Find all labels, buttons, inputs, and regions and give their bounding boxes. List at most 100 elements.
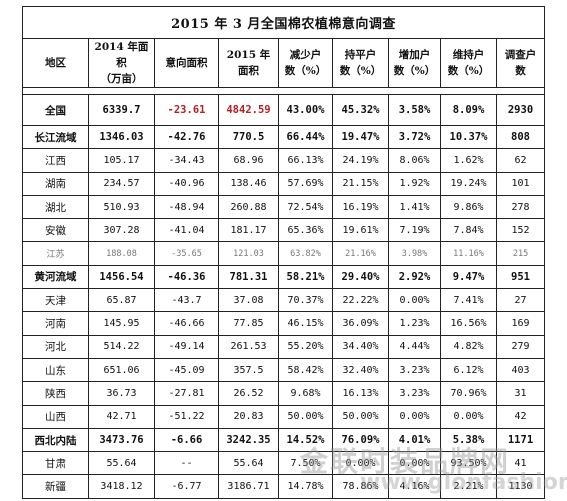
- column-header-line: 增加户: [398, 49, 431, 61]
- value-cell: -45.09: [154, 357, 219, 383]
- value-cell: 11.16%: [440, 241, 497, 266]
- column-header: 2014 年面积 （万亩）: [88, 38, 155, 88]
- value-cell: 1346.03: [88, 124, 155, 150]
- region-cell: 西北内陆: [22, 427, 89, 453]
- value-cell: -35.65: [154, 241, 219, 266]
- value-cell: -23.61: [154, 94, 219, 126]
- value-cell: 20.83: [218, 404, 279, 429]
- value-cell: 5.38%: [440, 427, 497, 453]
- value-cell: 1171: [495, 427, 546, 453]
- value-cell: -34.43: [154, 148, 219, 173]
- value-cell: 6.12%: [440, 357, 497, 383]
- value-cell: 145.95: [88, 311, 155, 336]
- value-cell: 70.37%: [278, 288, 333, 313]
- region-cell: 天津: [22, 288, 89, 313]
- table-row: 陕西 36.73 -27.81 26.52 9.68% 16.13% 3.23% 70.96%…: [22, 381, 546, 406]
- column-header-line: 2015 年: [226, 49, 271, 61]
- value-cell: 65.87: [88, 288, 155, 313]
- region-cell: 江苏: [22, 241, 89, 266]
- value-cell: 16.13%: [332, 381, 389, 406]
- value-cell: 68.96: [218, 148, 279, 173]
- value-cell: -42.76: [154, 124, 219, 150]
- value-cell: 152: [495, 218, 546, 243]
- value-cell: 6339.7: [88, 94, 155, 126]
- column-header-line: 面积: [238, 65, 259, 77]
- column-header-line: 数（%）: [284, 65, 327, 77]
- value-cell: 9.47%: [440, 264, 497, 290]
- column-header-line: 调查户: [504, 49, 537, 61]
- value-cell: 4842.59: [218, 94, 279, 126]
- value-cell: 14.78%: [278, 474, 333, 499]
- column-header-line: 2014 年面积: [94, 41, 149, 69]
- value-cell: 37.08: [218, 288, 279, 313]
- table-row: 天津 65.87 -43.7 37.08 70.37% 22.22% 0.00% 7.41% 2…: [22, 288, 546, 313]
- value-cell: 42.71: [88, 404, 155, 429]
- value-cell: -27.81: [154, 381, 219, 406]
- value-cell: 70.96%: [440, 381, 497, 406]
- value-cell: 3.58%: [388, 94, 441, 126]
- value-cell: 10.37%: [440, 124, 497, 150]
- value-cell: 357.5: [218, 357, 279, 383]
- value-cell: 1456.54: [88, 264, 155, 290]
- value-cell: 3418.12: [88, 474, 155, 499]
- value-cell: 3.23%: [388, 381, 441, 406]
- value-cell: 0.00%: [388, 288, 441, 313]
- value-cell: 215: [495, 241, 546, 266]
- value-cell: 26.52: [218, 381, 279, 406]
- column-header-line: 意向面积: [165, 57, 208, 69]
- value-cell: 307.28: [88, 218, 155, 243]
- value-cell: 1130: [495, 474, 546, 499]
- value-cell: 58.42%: [278, 357, 333, 383]
- cotton-intention-survey-table: 2015 年 3 月全国棉农植棉意向调查 地区 2014 年面积 （万亩） 意向面积 2…: [21, 6, 546, 499]
- value-cell: -40.96: [154, 171, 219, 196]
- value-cell: 1.41%: [388, 194, 441, 220]
- region-cell: 山西: [22, 404, 89, 429]
- value-cell: 3.72%: [388, 124, 441, 150]
- value-cell: 3186.71: [218, 474, 279, 499]
- value-cell: 24.19%: [332, 148, 389, 173]
- value-cell: 22.22%: [332, 288, 389, 313]
- table-row: 山东 651.06 -45.09 357.5 58.42% 32.40% 3.23% 6.12…: [22, 357, 546, 383]
- column-header-line: 数（%）: [447, 65, 490, 77]
- value-cell: 7.41%: [440, 288, 497, 313]
- value-cell: 9.86%: [440, 194, 497, 220]
- column-header: 2015 年面积: [218, 38, 279, 88]
- value-cell: -41.04: [154, 218, 219, 243]
- value-cell: 4.01%: [388, 427, 441, 453]
- value-cell: 138.46: [218, 171, 279, 196]
- region-cell: 全国: [22, 94, 89, 126]
- survey-table-sheet: 2015 年 3 月全国棉农植棉意向调查 地区 2014 年面积 （万亩） 意向面积 2…: [21, 6, 546, 499]
- value-cell: 101: [495, 171, 546, 196]
- value-cell: 3242.35: [218, 427, 279, 453]
- value-cell: -48.94: [154, 194, 219, 220]
- column-header: 调查户数: [495, 38, 546, 88]
- value-cell: 66.44%: [278, 124, 333, 150]
- header-row: 地区 2014 年面积 （万亩） 意向面积 2015 年面积 减少户 数（%） 持平户 数（%）…: [22, 38, 546, 88]
- table-row: 长江流域 1346.03 -42.76 770.5 66.44% 19.47% 3.72% 1…: [22, 124, 546, 150]
- value-cell: -51.22: [154, 404, 219, 429]
- region-cell: 湖北: [22, 194, 89, 220]
- value-cell: 3.98%: [388, 241, 441, 266]
- value-cell: 770.5: [218, 124, 279, 150]
- value-cell: 278: [495, 194, 546, 220]
- value-cell: 7.19%: [388, 218, 441, 243]
- value-cell: 105.17: [88, 148, 155, 173]
- value-cell: -46.36: [154, 264, 219, 290]
- region-cell: 陕西: [22, 381, 89, 406]
- region-cell: 安徽: [22, 218, 89, 243]
- value-cell: 77.85: [218, 311, 279, 336]
- value-cell: 65.36%: [278, 218, 333, 243]
- value-cell: 93.50%: [440, 451, 497, 476]
- value-cell: 169: [495, 311, 546, 336]
- value-cell: 55.20%: [278, 334, 333, 359]
- column-header: 持平户 数（%）: [332, 38, 389, 88]
- value-cell: 0.00%: [440, 404, 497, 429]
- value-cell: 2.21%: [440, 474, 497, 499]
- value-cell: -6.66: [154, 427, 219, 453]
- value-cell: 31: [495, 381, 546, 406]
- value-cell: 58.21%: [278, 264, 333, 290]
- value-cell: 2.92%: [388, 264, 441, 290]
- table-row: 湖北 510.93 -48.94 260.88 72.54% 16.19% 1.41% 9.8…: [22, 194, 546, 220]
- value-cell: 21.16%: [332, 241, 389, 266]
- value-cell: 63.82%: [278, 241, 333, 266]
